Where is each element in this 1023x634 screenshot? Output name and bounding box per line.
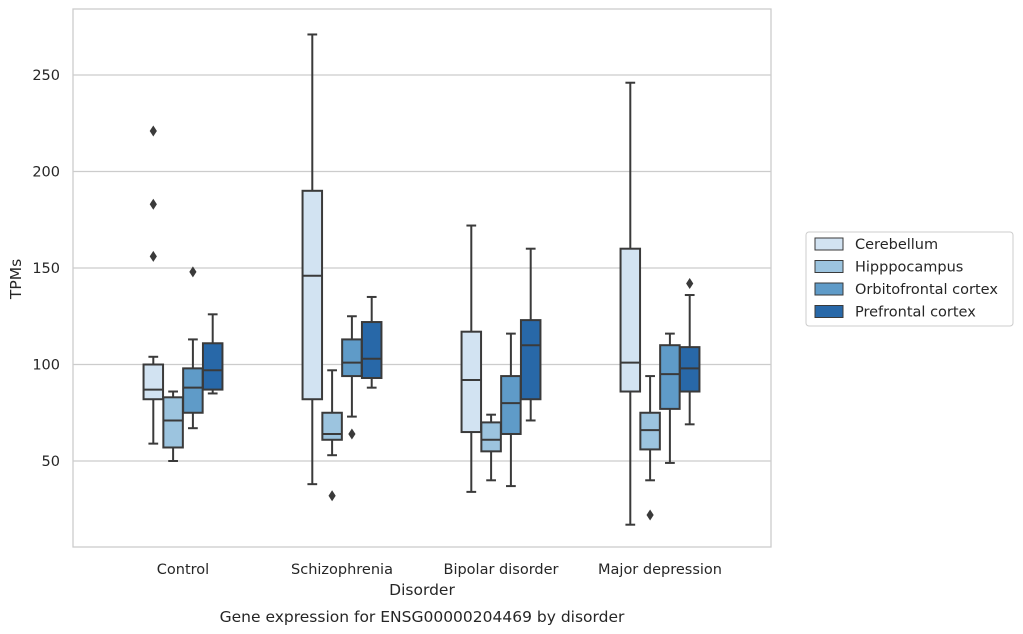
chart-title: Gene expression for ENSG00000204469 by d… [220,608,625,626]
outlier-point [328,490,336,502]
x-tick-label: Major depression [598,562,722,578]
x-tick-label: Control [157,562,209,578]
legend-swatch [814,237,844,251]
box-iqr [619,247,642,393]
legend-label: Hipppocampus [855,260,963,276]
y-tick-label: 150 [32,261,60,277]
box-cerebellum [142,125,165,445]
legend-swatch [814,282,844,296]
box-prefrontal-cortex [519,247,542,422]
box-iqr [500,375,522,435]
box-iqr [321,411,343,441]
box-prefrontal-cortex [678,277,701,426]
box-iqr [480,421,502,453]
box-prefrontal-cortex [201,313,224,395]
box-cerebellum [301,33,324,486]
box-hipppocampus [480,413,502,482]
outlier-point [348,428,356,440]
box-prefrontal-cortex [360,295,383,389]
legend: Cerebellum Hipppocampus Orbitofrontal cort… [805,231,1014,327]
x-axis-label: Disorder [389,581,455,599]
plot-frame [72,8,772,548]
x-tick-label: Schizophrenia [291,562,393,578]
legend-swatch [814,305,844,318]
y-tick-labels: 50 100 150 200 250 [32,68,60,470]
y-axis-label: TPMs [7,259,25,300]
x-tick-labels: Control Schizophrenia Bipolar disorder Majo… [157,562,722,578]
outlier-point [686,277,694,289]
y-tick-label: 200 [32,165,60,181]
box-iqr [162,396,184,449]
outlier-point [149,198,157,210]
outlier-point [149,250,157,262]
gridlines [73,74,771,462]
x-tick-label: Bipolar disorder [444,562,559,578]
box-iqr [201,342,224,391]
outlier-point [149,125,157,137]
box-iqr [301,189,324,401]
box-iqr [360,321,383,380]
box-orbitofrontal-cortex [182,266,204,430]
box-orbitofrontal-cortex [500,332,522,488]
outlier-point [646,509,654,521]
box-iqr [182,367,204,414]
box-orbitofrontal-cortex [659,332,681,464]
box-iqr [341,338,363,378]
box-cerebellum [460,224,483,493]
y-tick-label: 50 [42,454,60,470]
legend-label: Prefrontal cortex [855,305,976,321]
box-orbitofrontal-cortex [341,315,363,440]
box-series [142,33,701,526]
outlier-point [189,266,197,278]
box-hipppocampus [321,369,343,502]
box-iqr [460,330,483,434]
box-hipppocampus [162,390,184,462]
box-iqr [142,363,165,401]
legend-label: Orbitofrontal cortex [855,282,998,298]
box-iqr [659,344,681,410]
box-cerebellum [619,81,642,526]
box-hipppocampus [639,375,661,521]
y-tick-label: 250 [32,68,60,84]
legend-label: Cerebellum [855,237,938,253]
y-tick-label: 100 [32,358,60,374]
legend-frame [805,231,1014,327]
box-iqr [519,319,542,401]
legend-swatch [814,260,844,273]
